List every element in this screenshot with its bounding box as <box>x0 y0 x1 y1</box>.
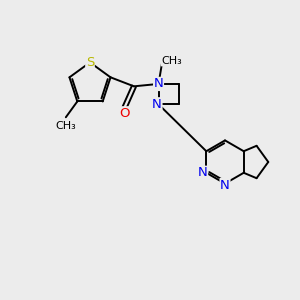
Text: S: S <box>86 56 94 69</box>
Text: N: N <box>152 98 162 111</box>
Text: N: N <box>154 77 164 90</box>
Text: CH₃: CH₃ <box>161 56 182 66</box>
Text: O: O <box>119 107 130 120</box>
Text: CH₃: CH₃ <box>56 121 76 131</box>
Text: N: N <box>198 166 208 179</box>
Text: N: N <box>220 178 230 192</box>
